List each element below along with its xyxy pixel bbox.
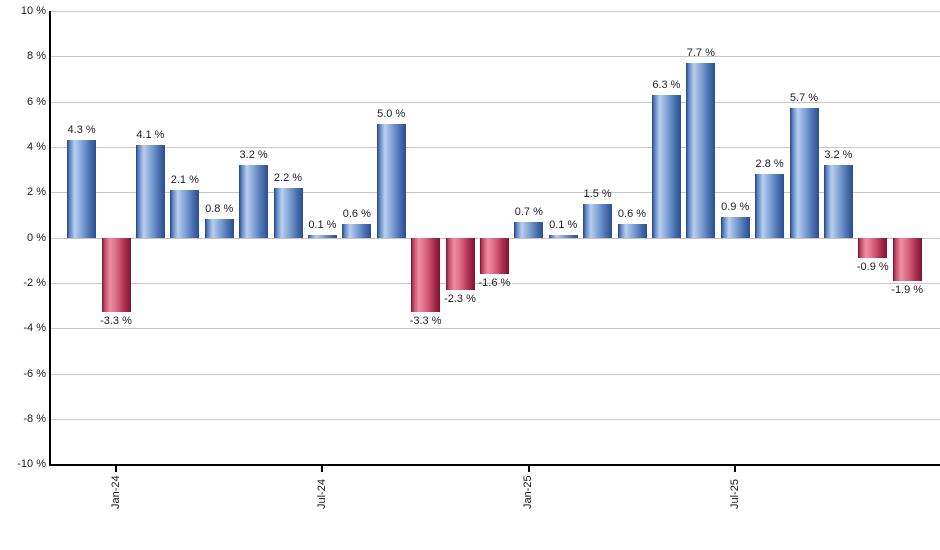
negative-bar (892, 237, 922, 281)
gridline (50, 328, 940, 329)
gridline (50, 56, 940, 57)
positive-bar (823, 165, 853, 238)
negative-bar (858, 237, 888, 258)
bar-value-label: 2.1 % (170, 173, 199, 186)
positive-bar (514, 221, 544, 238)
bar-value-label: 0.1 % (308, 219, 337, 232)
bar-value-label: 4.3 % (67, 124, 96, 137)
bar-value-label: 0.1 % (549, 219, 578, 232)
gridline (50, 374, 940, 375)
positive-bar (376, 124, 406, 238)
x-tick-label: Jan-24 (109, 475, 122, 509)
y-tick-label: 2 % (27, 186, 46, 198)
y-tick-label: 0 % (27, 232, 46, 244)
positive-bar (342, 223, 372, 238)
positive-bar (135, 144, 165, 238)
y-axis-line (49, 11, 51, 466)
x-tick-label: Jul-24 (315, 479, 328, 509)
y-tick-label: -4 % (23, 322, 46, 334)
positive-bar (273, 187, 303, 238)
bar-value-label: 0.9 % (721, 201, 750, 214)
bar-value-label: 3.2 % (239, 149, 268, 162)
bar-value-label: -3.3 % (100, 315, 132, 328)
y-tick-label: -6 % (23, 368, 46, 380)
x-tick-mark (734, 465, 737, 472)
negative-bar (411, 237, 441, 313)
gridline (50, 419, 940, 420)
y-tick-label: -10 % (17, 458, 46, 470)
x-tick-label: Jan-25 (522, 475, 535, 509)
bar-value-label: -3.3 % (409, 315, 442, 328)
x-tick-mark (527, 465, 530, 472)
x-tick-label: Jul-25 (728, 479, 741, 509)
gridline (50, 11, 940, 12)
positive-bar (548, 235, 578, 238)
positive-bar (583, 203, 613, 238)
bar-value-label: 2.8 % (755, 158, 784, 171)
bar-value-label: -1.6 % (478, 276, 511, 289)
y-tick-label: 6 % (27, 96, 46, 108)
bar-value-label: 5.7 % (789, 92, 819, 105)
positive-bar (755, 174, 785, 238)
bar-value-label: 2.2 % (273, 171, 303, 184)
negative-bar (101, 237, 131, 313)
bar-value-label: 1.5 % (583, 187, 612, 200)
positive-bar (686, 63, 716, 238)
positive-bar (720, 217, 750, 238)
bar-value-label: -2.3 % (444, 292, 476, 305)
bar-value-label: 7.7 % (686, 47, 715, 60)
bar-value-label: 6.3 % (652, 78, 681, 91)
positive-bar (651, 94, 681, 238)
x-tick-mark (115, 465, 117, 472)
negative-bar (445, 237, 475, 290)
positive-bar (789, 108, 819, 238)
bar-value-label: 0.6 % (617, 207, 647, 220)
positive-bar (617, 223, 647, 238)
y-tick-label: 10 % (20, 5, 46, 17)
bar-value-label: 0.6 % (342, 207, 371, 220)
negative-bar (479, 237, 509, 274)
bar-value-label: 0.7 % (514, 205, 543, 218)
bar-value-label: -1.9 % (891, 283, 924, 296)
x-tick-mark (321, 465, 324, 472)
bar-value-label: 5.0 % (377, 108, 406, 121)
bar-value-label: 4.1 % (136, 128, 165, 141)
positive-bar (307, 235, 337, 238)
positive-bar (67, 140, 97, 238)
bar-value-label: 3.2 % (824, 149, 853, 162)
bar-value-label: -0.9 % (856, 261, 889, 273)
positive-bar (170, 189, 200, 238)
y-tick-label: 4 % (27, 141, 46, 153)
x-axis-line (49, 464, 940, 466)
y-tick-label: -8 % (23, 413, 46, 425)
positive-bar (204, 219, 234, 238)
y-tick-label: -2 % (23, 277, 46, 289)
y-tick-label: 8 % (27, 50, 46, 62)
positive-bar (239, 165, 269, 238)
bar-value-label: 0.8 % (205, 203, 234, 216)
